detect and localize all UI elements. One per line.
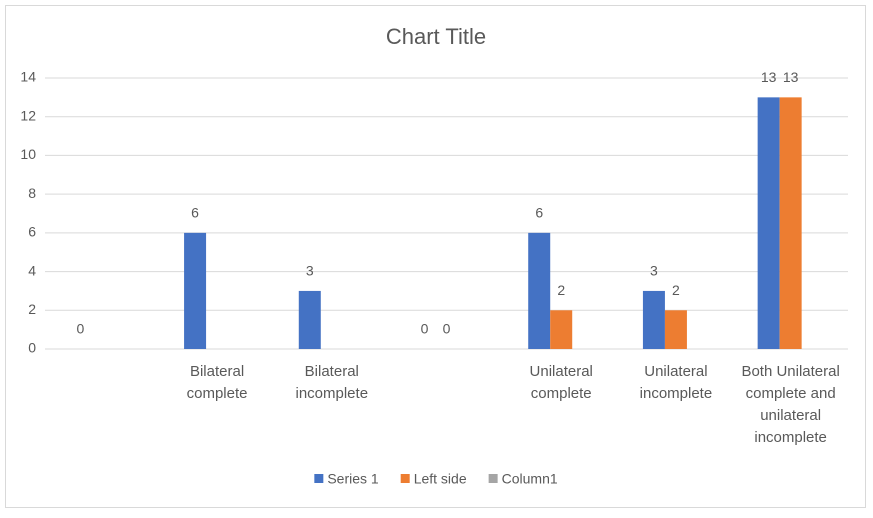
- y-tick-label: 8: [28, 185, 36, 201]
- bar: [779, 97, 802, 349]
- y-tick-label: 12: [20, 107, 36, 123]
- y-tick-label: 10: [20, 146, 36, 162]
- bar: [184, 232, 207, 349]
- x-tick-label: Bilateral incomplete: [295, 363, 369, 402]
- data-label: 6: [191, 205, 199, 221]
- data-label: 13: [761, 69, 777, 85]
- data-label: 0: [443, 321, 451, 337]
- legend-label: Left side: [414, 471, 467, 487]
- data-label: 2: [557, 282, 565, 298]
- data-label: 6: [535, 205, 543, 221]
- x-tick-label: Both Unilateral complete and unilateral …: [741, 363, 840, 446]
- data-label: 13: [783, 69, 799, 85]
- bar: [757, 97, 780, 349]
- data-label: 3: [650, 263, 658, 279]
- bar: [642, 290, 665, 349]
- bar: [664, 310, 687, 349]
- chart-border: [5, 5, 866, 508]
- data-label: 2: [672, 282, 680, 298]
- data-label: 0: [76, 321, 84, 337]
- legend-label: Series 1: [327, 471, 379, 487]
- x-tick-label: Unilateral incomplete: [639, 363, 713, 402]
- legend-label: Column1: [502, 471, 558, 487]
- x-tick-label: Unilateral complete: [529, 363, 593, 402]
- x-tick-label: Bilateral complete: [186, 363, 248, 402]
- bar: [298, 290, 321, 349]
- legend-swatch: [400, 474, 410, 483]
- bar: [528, 232, 551, 349]
- y-tick-label: 6: [28, 224, 36, 240]
- legend-swatch: [488, 474, 498, 483]
- bar: [550, 310, 573, 349]
- data-label: 0: [421, 321, 429, 337]
- y-tick-label: 2: [28, 301, 36, 317]
- chart-title: Chart Title: [386, 24, 486, 49]
- data-label: 3: [306, 263, 314, 279]
- y-tick-label: 14: [20, 69, 36, 85]
- y-tick-label: 0: [28, 340, 36, 356]
- legend-swatch: [314, 474, 324, 483]
- y-tick-label: 4: [28, 262, 36, 278]
